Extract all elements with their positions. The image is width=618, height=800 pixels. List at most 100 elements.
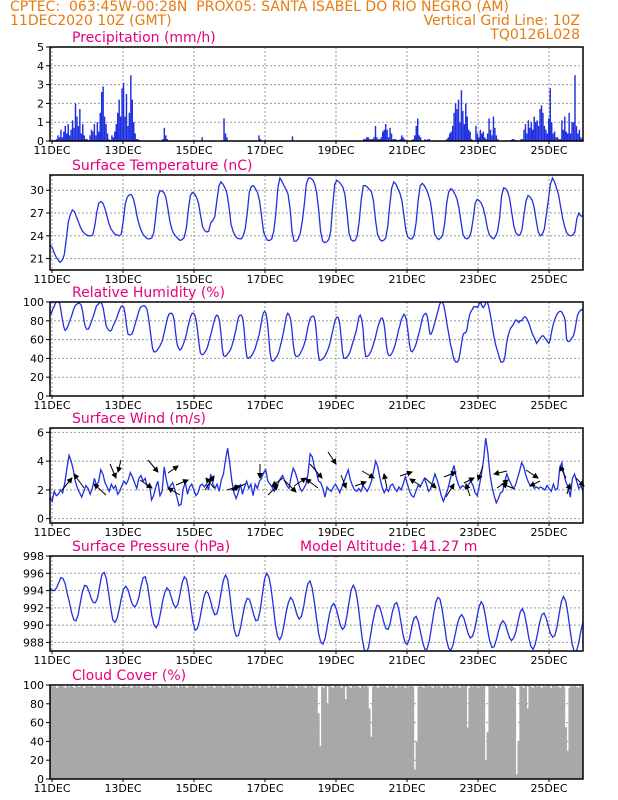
x-tick-label: 15DEC [175, 782, 212, 795]
precip-bar [70, 129, 72, 141]
cloud-bar [351, 685, 355, 779]
cloud-bar [186, 687, 189, 779]
precip-bar [546, 133, 549, 141]
cloud-bar [299, 686, 302, 779]
cloud-bar [408, 686, 411, 779]
cloud-bar [55, 687, 58, 779]
precip-bar [399, 139, 401, 141]
x-tick-label: 23DEC [459, 399, 496, 412]
precip-bar [540, 105, 543, 141]
cloud-bar [386, 687, 389, 779]
precip-bar [553, 131, 556, 141]
precip-bar [64, 125, 67, 141]
cloud-bar [435, 686, 438, 779]
cloud-bar [344, 699, 347, 779]
cloud-bar [191, 685, 195, 779]
cloud-bar [422, 687, 426, 779]
cloud-bar [202, 686, 206, 779]
x-tick-label: 21DEC [388, 654, 425, 667]
wind-direction-arrow [361, 470, 375, 479]
precip-bar [131, 99, 134, 141]
precip-bar [118, 99, 120, 141]
y-tick-label: 994 [23, 585, 44, 598]
precip-bar [133, 122, 135, 141]
cloud-bar [71, 686, 75, 779]
cloud-bar [342, 685, 346, 779]
cloud-bar [391, 685, 395, 779]
cloud-bar [182, 685, 186, 779]
header-date: 11DEC2020 10Z (GMT) [10, 13, 172, 29]
x-tick-label: 13DEC [104, 144, 141, 157]
wind-direction-arrow [445, 483, 455, 498]
cloud-bar [326, 703, 329, 779]
precip-bar [60, 129, 62, 141]
cloud-bar [579, 685, 582, 779]
precip-bar [66, 133, 68, 141]
cloud-bar [339, 686, 342, 779]
x-tick-label: 15DEC [175, 273, 212, 286]
x-tick-label: 13DEC [104, 654, 141, 667]
cloud-bar [160, 685, 164, 779]
cloud-bar [137, 685, 140, 779]
y-tick-label: 27 [30, 207, 44, 220]
cloud-bar [180, 686, 184, 779]
cloud-bar [417, 686, 420, 779]
cloud-bar [522, 687, 526, 779]
precip-bar [532, 129, 534, 141]
wind-direction-arrow [409, 478, 422, 487]
cloud-bar [555, 685, 558, 779]
y-tick-label: 5 [37, 41, 44, 54]
precip-bar [478, 137, 480, 141]
cloud-title: Cloud Cover (%) [72, 668, 186, 684]
cloud-bar [568, 687, 571, 779]
x-tick-label: 19DEC [317, 654, 354, 667]
precip-bar [99, 112, 101, 141]
cloud-bar [546, 685, 549, 779]
cloud-bar [462, 686, 466, 779]
cloud-bar [559, 687, 562, 779]
cloud-bar [230, 686, 233, 779]
temp-frame [49, 174, 584, 271]
precip-bar [488, 118, 490, 141]
cloud-bar [290, 686, 293, 779]
cloud-bar [237, 685, 240, 779]
y-tick-label: 60 [30, 334, 44, 347]
cloud-bar [262, 686, 266, 779]
precip-bar [450, 131, 452, 141]
cloud-bar [499, 686, 502, 779]
cloud-bar [162, 686, 166, 779]
precip-bar [390, 133, 393, 141]
precip-bar [428, 139, 431, 141]
wind-direction-arrow [139, 479, 153, 489]
cloud-bar [404, 687, 407, 779]
cloud-bar [421, 686, 424, 779]
wind-direction-arrow [525, 469, 539, 479]
y-tick-label: 60 [30, 717, 44, 730]
cloud-bar [453, 686, 457, 779]
precip-title: Precipitation (mm/h) [72, 30, 216, 46]
x-tick-label: 25DEC [530, 273, 567, 286]
precip-bar [79, 109, 81, 141]
cloud-bar [544, 686, 548, 779]
precip-bar [76, 116, 78, 141]
wind-direction-arrow [424, 477, 437, 489]
precip-bar [125, 94, 128, 141]
wind-direction-arrow [529, 480, 541, 487]
precip-bar [412, 139, 415, 141]
precip-bar [520, 139, 522, 141]
wind-direction-arrow [167, 465, 179, 474]
y-tick-label: 992 [23, 602, 44, 615]
cloud-bar [75, 685, 78, 779]
precip-bar [84, 139, 87, 141]
precip-bar [564, 116, 566, 141]
wind-direction-arrow [267, 484, 279, 496]
y-tick-label: 996 [23, 567, 44, 580]
cloud-bar [532, 687, 535, 779]
precip-bar [223, 118, 225, 141]
precip-bar [102, 86, 104, 141]
precip-bar [416, 118, 419, 141]
cloud-bar [506, 685, 509, 779]
cloud-bar [395, 687, 398, 779]
wind-direction-arrow [73, 473, 85, 489]
x-tick-label: 13DEC [104, 399, 141, 412]
